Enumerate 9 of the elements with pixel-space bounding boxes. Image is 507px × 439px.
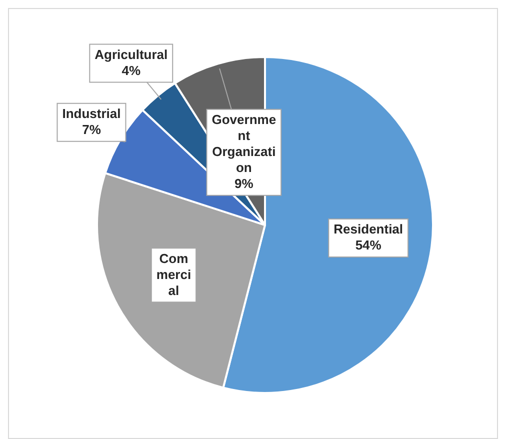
slice-label: Residential bbox=[334, 222, 404, 237]
slice-label: Government Organization bbox=[212, 112, 276, 175]
data-label: 9% bbox=[234, 176, 254, 191]
slice-label: Industrial bbox=[62, 106, 121, 121]
data-label: 4% bbox=[122, 62, 141, 78]
slice-label: Agricultural bbox=[94, 46, 168, 62]
slice-label: Commercial bbox=[156, 250, 192, 298]
data-label: 7% bbox=[82, 122, 102, 137]
data-label: 54% bbox=[355, 238, 382, 253]
